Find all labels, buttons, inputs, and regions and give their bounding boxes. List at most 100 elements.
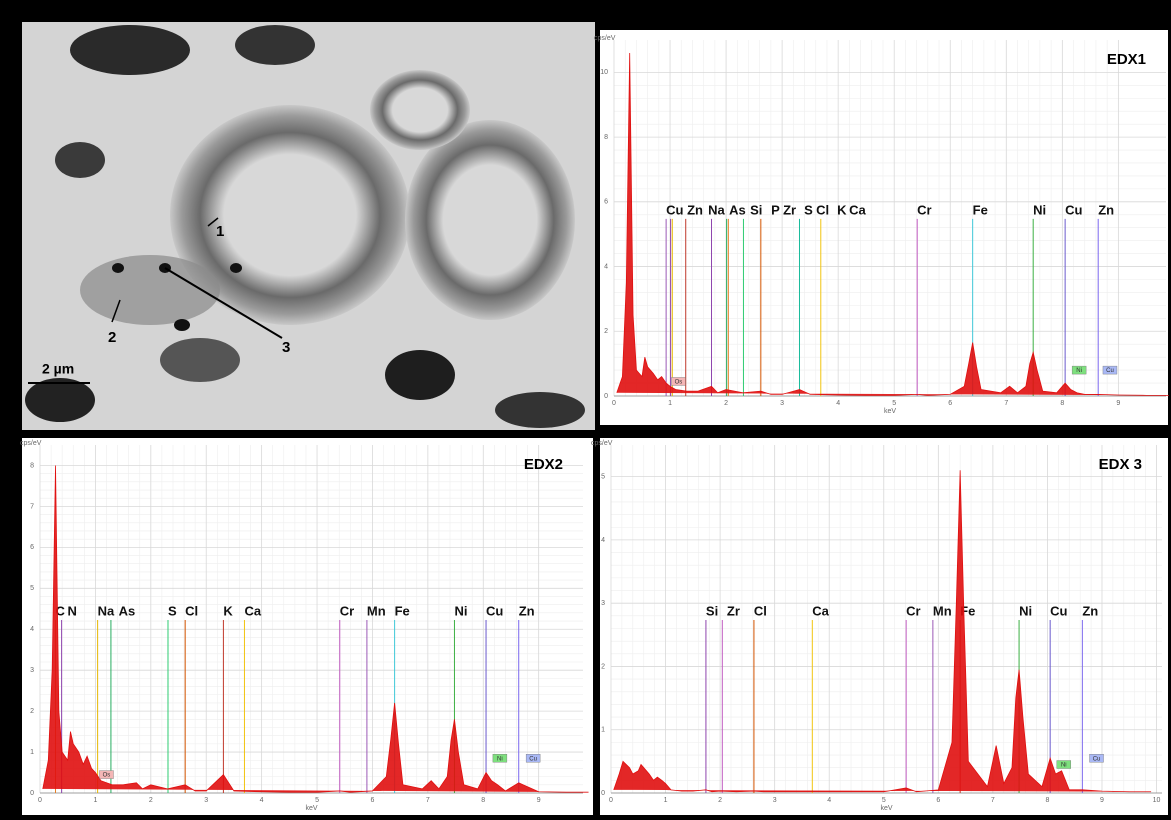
element-label: Zr [727, 603, 740, 618]
element-box [1056, 760, 1072, 769]
x-tick-label: 3 [780, 400, 784, 407]
point-label: 2 [108, 329, 116, 346]
element-label: Cr [340, 603, 354, 618]
element-label: Ni [1019, 603, 1032, 618]
element-label: K [837, 202, 847, 217]
element-label: Mn [933, 603, 952, 618]
spectrum [42, 465, 589, 793]
x-tick-label: 0 [609, 797, 613, 804]
element-label: Ca [244, 603, 261, 618]
y-tick-label: 0 [601, 790, 605, 797]
x-tick-label: 0 [38, 797, 42, 804]
pore [112, 263, 124, 273]
x-tick-label: 2 [718, 797, 722, 804]
pore [174, 319, 190, 331]
spectrum-panel: 0 1 2 3 4 5 6 7 8 9 0 2 4 6 8 10 keV cps/eV EDX1 Cu Zn Na As Si… [594, 30, 1169, 425]
element-label: Zn [519, 603, 535, 618]
micrograph: 1 2 3 2 µm [22, 22, 595, 430]
element-box [1102, 365, 1118, 375]
element-box [99, 770, 114, 779]
pore [385, 350, 455, 400]
element-box [671, 377, 686, 386]
element-box-label: Cu [529, 756, 537, 762]
pore [230, 263, 242, 273]
grain [170, 105, 410, 325]
y-tick-label: 2 [601, 663, 605, 670]
pore [25, 378, 95, 422]
x-tick-label: 0 [612, 400, 616, 407]
element-label: Si [750, 202, 762, 217]
pore [495, 392, 585, 428]
y-tick-label: 5 [601, 473, 605, 480]
element-label: Zn [687, 202, 703, 217]
y-tick-label: 10 [600, 69, 608, 76]
y-axis-label: cps/eV [591, 440, 613, 447]
element-label: Na [98, 603, 115, 618]
element-box [525, 754, 541, 763]
point-label: 3 [282, 339, 290, 356]
y-tick-label: 0 [30, 790, 34, 797]
element-box-label: Ni [1061, 763, 1067, 769]
y-tick-label: 1 [601, 727, 605, 734]
x-tick-label: 8 [1060, 400, 1064, 407]
element-label: Cr [906, 603, 920, 618]
grain [405, 120, 575, 320]
x-tick-label: 6 [948, 400, 952, 407]
y-tick-label: 3 [601, 600, 605, 607]
element-box [492, 754, 508, 763]
element-label: Si [706, 603, 718, 618]
element-label: Fe [395, 603, 410, 618]
x-tick-label: 1 [93, 797, 97, 804]
y-tick-label: 0 [604, 393, 608, 400]
element-label: Mn [367, 603, 386, 618]
y-tick-label: 4 [30, 626, 34, 633]
x-tick-label: 4 [827, 797, 831, 804]
element-box [1071, 365, 1087, 375]
y-tick-label: 2 [30, 708, 34, 715]
element-box-label: Ni [497, 756, 503, 762]
spectrum [616, 52, 1169, 396]
y-tick-label: 5 [30, 585, 34, 592]
element-label: K [223, 603, 233, 618]
x-tick-label: 5 [315, 797, 319, 804]
x-tick-label: 6 [936, 797, 940, 804]
y-tick-label: 8 [30, 462, 34, 469]
x-axis-label: keV [880, 805, 892, 812]
element-label: Cl [185, 603, 198, 618]
y-axis-label: cps/eV [20, 440, 42, 447]
grain [80, 255, 220, 325]
element-label: Cu [1065, 202, 1082, 217]
element-box-label: Os [675, 380, 683, 386]
y-tick-label: 2 [604, 328, 608, 335]
x-tick-label: 7 [1004, 400, 1008, 407]
line-scan [164, 267, 283, 339]
y-tick-label: 1 [30, 749, 34, 756]
x-tick-label: 8 [481, 797, 485, 804]
x-tick-label: 5 [882, 797, 886, 804]
element-label: Ni [454, 603, 467, 618]
element-label: Ca [849, 202, 866, 217]
y-tick-label: 6 [30, 544, 34, 551]
y-tick-label: 4 [604, 263, 608, 270]
element-box-label: Cu [1093, 756, 1101, 762]
element-label: Zr [783, 202, 796, 217]
element-label: Cr [917, 202, 931, 217]
y-tick-label: 6 [604, 199, 608, 206]
element-label: As [729, 202, 746, 217]
x-tick-label: 4 [260, 797, 264, 804]
y-tick-label: 8 [604, 134, 608, 141]
x-tick-label: 10 [1153, 797, 1161, 804]
pore [160, 338, 240, 382]
pointer [207, 217, 219, 227]
element-label: Zn [1082, 603, 1098, 618]
x-tick-label: 1 [668, 400, 672, 407]
spectrum [613, 470, 1152, 793]
element-label: Ca [812, 603, 829, 618]
element-box [1089, 754, 1104, 763]
scale-label: 2 µm [42, 361, 74, 377]
element-label: As [119, 603, 136, 618]
x-tick-label: 3 [204, 797, 208, 804]
